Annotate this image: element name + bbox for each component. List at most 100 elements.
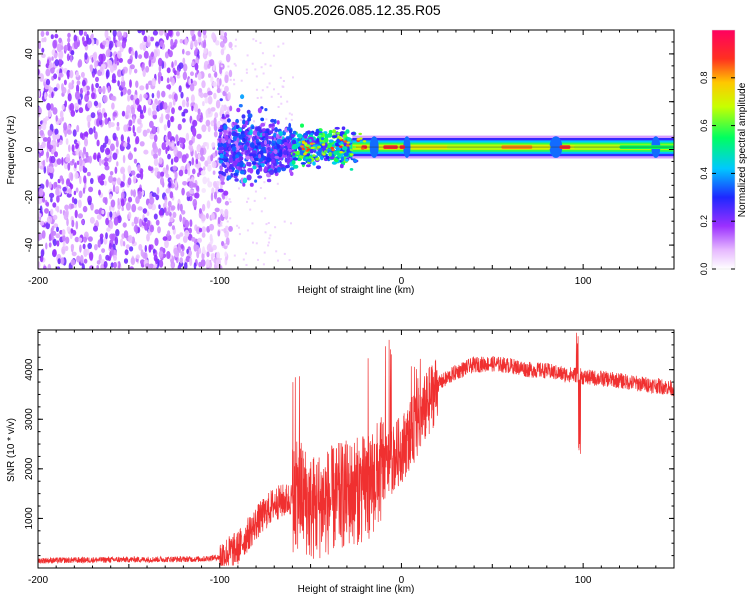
heatmap-cell	[175, 234, 181, 240]
heatmap-cell	[306, 144, 310, 147]
heatmap-cell	[343, 152, 349, 157]
heatmap-cell	[211, 161, 217, 169]
heatmap-cell	[41, 141, 46, 149]
heatmap-cell	[223, 190, 229, 196]
heatmap-cell	[262, 263, 265, 266]
heatmap-cell	[86, 37, 92, 45]
heatmap-cell	[111, 102, 115, 110]
heatmap-cell	[331, 135, 338, 139]
heatmap-cell	[102, 95, 108, 103]
heatmap-cell	[201, 124, 207, 133]
heatmap-cell	[165, 169, 169, 176]
heatmap-cell	[92, 53, 97, 62]
heatmap-cell	[61, 104, 65, 110]
heatmap-cell	[61, 246, 66, 255]
heatmap-cell	[249, 208, 252, 211]
heatmap-cell	[178, 105, 183, 111]
heatmap-cell	[159, 40, 164, 48]
heatmap-cell	[48, 242, 52, 248]
heatmap-cell	[120, 181, 125, 188]
heatmap-cell	[219, 98, 223, 102]
heatmap-cell	[249, 142, 255, 148]
heatmap-cell	[282, 80, 285, 82]
heatmap-cell	[103, 112, 108, 118]
heatmap-cell	[339, 145, 343, 148]
heatmap-cell	[103, 261, 108, 269]
heatmap-cell	[346, 141, 350, 144]
heatmap-cell	[224, 85, 229, 93]
heatmap-cell	[67, 162, 71, 171]
heatmap-cell	[195, 57, 200, 65]
heatmap-cell	[68, 82, 73, 90]
heatmap-cell	[187, 167, 191, 176]
heatmap-cell	[208, 50, 212, 57]
heatmap-cell	[177, 123, 182, 131]
heatmap-cell	[226, 118, 231, 123]
heatmap-cell	[154, 171, 158, 177]
heatmap-cell	[179, 232, 184, 237]
heatmap-cell	[205, 259, 210, 268]
heatmap-cell	[242, 182, 246, 187]
heatmap-cell	[276, 138, 282, 145]
heatmap-cell	[280, 102, 283, 105]
heatmap-cell	[211, 187, 215, 194]
heatmap-cell	[251, 149, 253, 152]
heatmap-cell	[56, 43, 62, 53]
heatmap-cell	[38, 40, 41, 50]
heatmap-cell	[117, 69, 122, 78]
heatmap-cell	[350, 153, 354, 156]
heatmap-cell	[66, 129, 72, 135]
heatmap-cell	[256, 97, 259, 99]
heatmap-cell	[151, 92, 155, 99]
heatmap-cell	[276, 143, 281, 149]
heatmap-cell	[225, 227, 228, 229]
heatmap-cell	[174, 179, 178, 188]
heatmap-cell	[94, 68, 97, 75]
heatmap-cell	[39, 73, 44, 82]
heatmap-cell	[152, 114, 157, 120]
heatmap-cell	[38, 124, 42, 130]
heatmap-cell	[73, 40, 79, 50]
heatmap-cell	[49, 62, 53, 69]
heatmap-cell	[75, 187, 79, 193]
heatmap-cell	[112, 177, 117, 182]
heatmap-cell	[38, 233, 41, 242]
heatmap-cell	[153, 134, 158, 143]
heatmap-cell	[173, 70, 178, 76]
heatmap-cell	[290, 222, 292, 225]
heatmap-cell	[277, 106, 280, 108]
heatmap-cell	[296, 137, 302, 142]
heatmap-cell	[65, 236, 70, 244]
heatmap-cell	[112, 132, 117, 141]
heatmap-cell	[332, 129, 336, 134]
heatmap-cell	[148, 166, 154, 171]
heatmap-cell	[169, 211, 172, 217]
heatmap-cell	[102, 142, 107, 148]
heatmap-cell	[42, 196, 46, 203]
heatmap-cell	[81, 263, 85, 269]
heatmap-cell	[203, 166, 206, 171]
heatmap-cell	[131, 203, 137, 213]
heatmap-cell	[71, 158, 75, 164]
heatmap-cell	[308, 155, 312, 159]
heatmap-cell	[296, 150, 300, 156]
heatmap-cell	[263, 251, 266, 254]
heatmap-cell	[82, 187, 86, 194]
heatmap-cell	[170, 158, 174, 165]
heatmap-cell	[191, 237, 196, 242]
heatmap-cell	[38, 160, 41, 169]
heatmap-cell	[241, 114, 246, 119]
heatmap-cell	[316, 151, 322, 156]
heatmap-cell	[39, 220, 45, 226]
heatmap-cell	[317, 145, 321, 149]
heatmap-cell	[108, 175, 114, 183]
heatmap-cell	[42, 159, 46, 168]
heatmap-cell	[70, 109, 76, 117]
heatmap-cell	[223, 133, 226, 137]
heatmap-cell	[52, 238, 57, 247]
heatmap-cell	[252, 241, 254, 244]
heatmap-cell	[218, 138, 223, 144]
heatmap-cell	[134, 50, 138, 59]
heatmap-cell	[151, 192, 157, 197]
heatmap-cell	[71, 79, 75, 85]
